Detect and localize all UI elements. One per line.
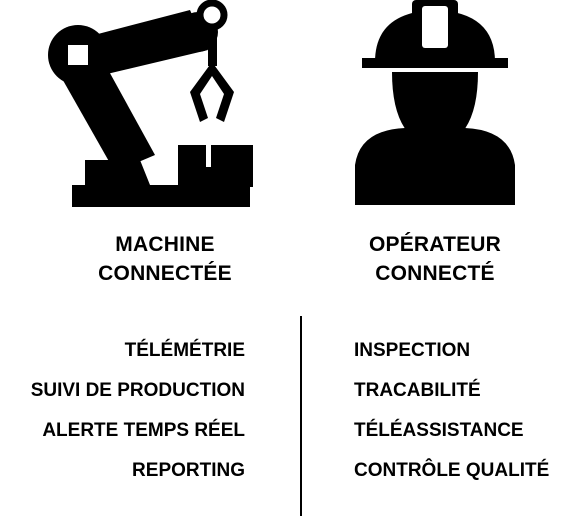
list-item: TÉLÉMÉTRIE [124,340,245,361]
column-divider [300,316,302,516]
list-item: ALERTE TEMPS RÉEL [42,420,245,441]
machine-title-line2: CONNECTÉE [98,262,232,285]
operator-title-line2: CONNECTÉ [375,262,495,285]
list-item: INSPECTION [354,340,471,361]
list-item: CONTRÔLE QUALITÉ [354,460,550,481]
list-item: TRACABILITÉ [354,380,481,401]
operator-title-line1: OPÉRATEUR [368,233,502,256]
worker-hardhat-icon [355,0,515,205]
list-item: SUIVI DE PRODUCTION [30,380,245,401]
robot-arm-icon [48,0,253,207]
list-item: REPORTING [132,460,245,481]
list-item: TÉLÉASSISTANCE [354,420,524,441]
machine-title-line1: MACHINE [115,233,215,256]
operator-title: OPÉRATEUR CONNECTÉ [330,230,540,288]
operator-feature-list: INSPECTION TRACABILITÉ TÉLÉASSISTANCE CO… [354,331,549,491]
machine-feature-list: TÉLÉMÉTRIE SUIVI DE PRODUCTION ALERTE TE… [31,331,245,491]
machine-title: MACHINE CONNECTÉE [60,230,270,288]
